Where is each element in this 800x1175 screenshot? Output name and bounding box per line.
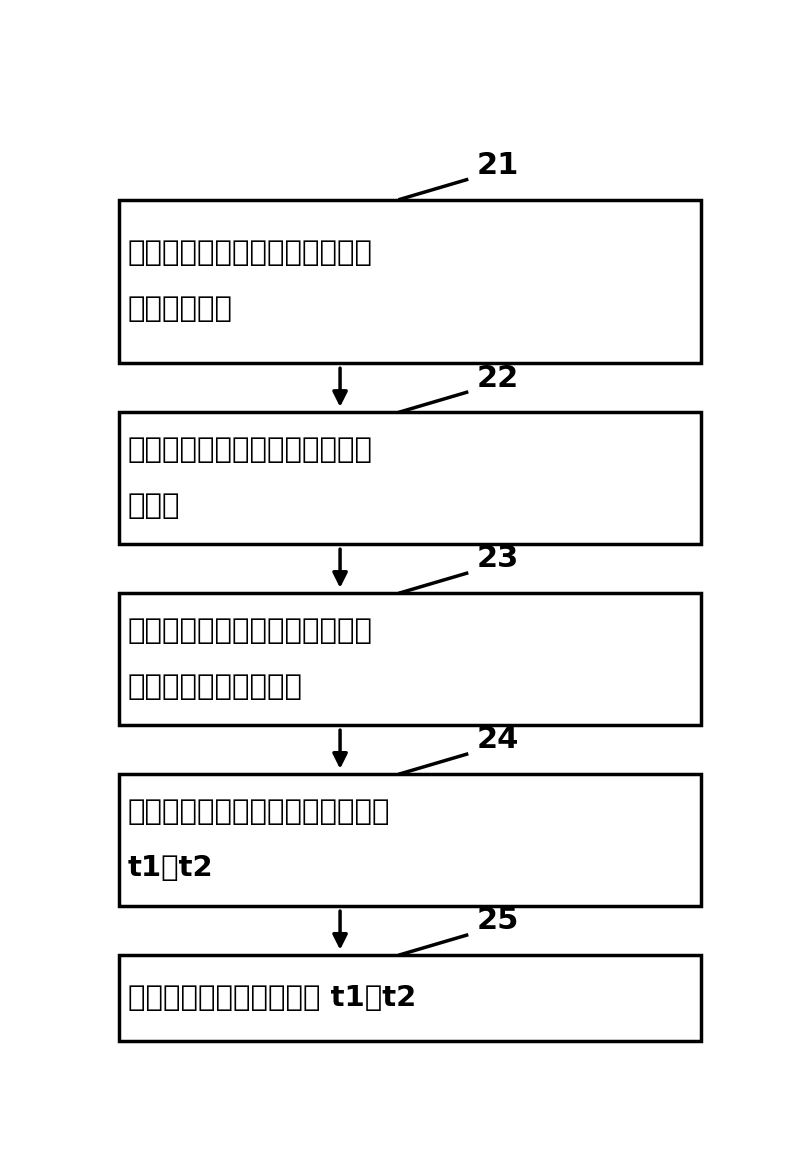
Bar: [118, 593, 702, 725]
Text: 由两根天线分别发射信号 t1、t2: 由两根天线分别发射信号 t1、t2: [128, 985, 416, 1012]
Text: 23: 23: [476, 544, 518, 573]
Text: 22: 22: [476, 363, 518, 392]
Text: t1、t2: t1、t2: [128, 854, 214, 882]
Text: 将扩频后信号相加，得到发射信号: 将扩频后信号相加，得到发射信号: [128, 798, 390, 826]
Text: 对奇数据流和偶数据流分别进行: 对奇数据流和偶数据流分别进行: [128, 617, 373, 645]
Text: 24: 24: [476, 725, 518, 754]
Bar: [118, 412, 702, 544]
Text: 21: 21: [476, 150, 518, 180]
Bar: [118, 955, 702, 1041]
Text: 时间差: 时间差: [128, 492, 181, 521]
Text: 25: 25: [476, 906, 518, 935]
Text: 扩频，得到扩频后信号: 扩频，得到扩频后信号: [128, 673, 303, 701]
Bar: [118, 774, 702, 906]
Text: 流和偶数据流: 流和偶数据流: [128, 295, 233, 323]
Bar: [118, 200, 702, 363]
Text: 调整偶数据流与奇数据流之间的: 调整偶数据流与奇数据流之间的: [128, 436, 373, 464]
Text: 将每个用户的数据流分成奇数据: 将每个用户的数据流分成奇数据: [128, 240, 373, 267]
